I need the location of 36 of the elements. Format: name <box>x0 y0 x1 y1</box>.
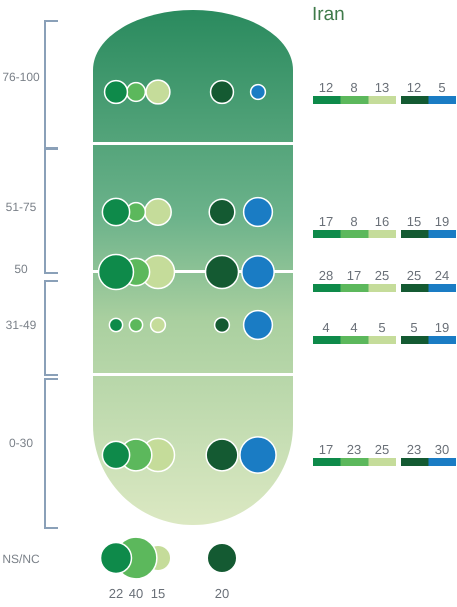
data-label: 5 <box>410 320 418 335</box>
text: Iran <box>312 4 345 26</box>
data-label: 5 <box>438 80 446 95</box>
data-label: 25 <box>374 268 390 283</box>
data-label: 13 <box>374 80 390 95</box>
data-label: 16 <box>374 214 390 229</box>
data-label: 25 <box>374 442 390 457</box>
category-label: 50 <box>13 262 29 276</box>
category-label: 31-49 <box>4 318 38 332</box>
data-label: 12 <box>318 80 334 95</box>
data-label: 12 <box>406 80 422 95</box>
data-label: 17 <box>318 442 334 457</box>
data-label: 22 <box>108 586 124 601</box>
category-label: 51-75 <box>4 200 38 214</box>
data-label: 17 <box>318 214 334 229</box>
data-label: 20 <box>214 586 230 601</box>
data-label: 40 <box>128 586 144 601</box>
data-label: 17 <box>346 268 362 283</box>
data-label: 23 <box>406 442 422 457</box>
data-label: 28 <box>318 268 334 283</box>
data-label: 4 <box>350 320 358 335</box>
category-label: 76-100 <box>1 70 41 84</box>
category-label: 0-30 <box>8 436 34 450</box>
data-label: 19 <box>434 214 450 229</box>
data-label: 19 <box>434 320 450 335</box>
category-label: NS/NC <box>1 552 41 566</box>
data-label: 15 <box>406 214 422 229</box>
data-label: 23 <box>346 442 362 457</box>
data-label: 15 <box>150 586 166 601</box>
data-label: 5 <box>378 320 386 335</box>
data-label: 4 <box>322 320 330 335</box>
data-label: 24 <box>434 268 450 283</box>
data-label: 25 <box>406 268 422 283</box>
data-label: 30 <box>434 442 450 457</box>
data-label: 8 <box>350 80 358 95</box>
data-label: 8 <box>350 214 358 229</box>
